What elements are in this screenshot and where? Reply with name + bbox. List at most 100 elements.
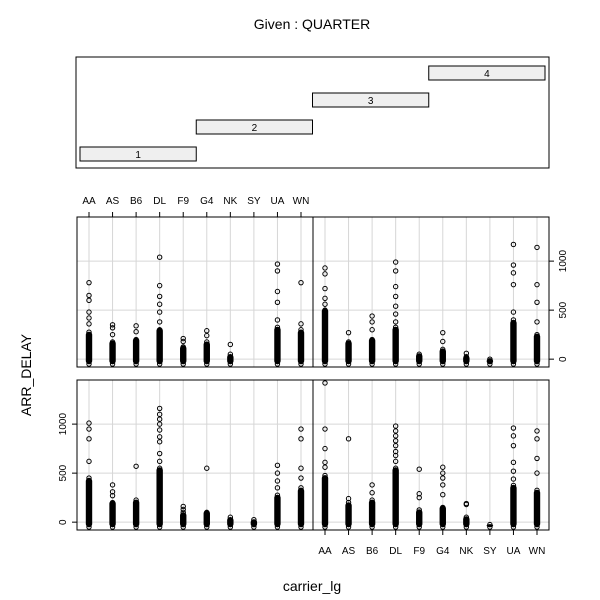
point-outlier-q2-G4: [440, 464, 446, 470]
point-q4-AA: [322, 322, 328, 328]
given-bar-label-4: 4: [484, 69, 490, 80]
point-outlier-q4-AS: [345, 329, 352, 336]
point-q4-WN: [534, 358, 540, 365]
point-q4-UA: [510, 339, 517, 345]
point-outlier-q4-UA: [510, 309, 517, 315]
point-q3-F9: [180, 358, 186, 365]
point-q3-G4: [204, 339, 210, 345]
point-q4-UA: [510, 341, 517, 348]
point-q2-AA: [322, 472, 328, 479]
points-q1-UA: [274, 462, 281, 530]
point-q4-B6: [369, 344, 375, 350]
point-q1-NK: [227, 514, 234, 520]
point-q4-B6: [369, 361, 375, 367]
point-q1-UA: [274, 524, 281, 530]
point-q4-UA: [510, 324, 517, 330]
point-q2-AS: [345, 524, 352, 530]
point-q1-DL: [156, 521, 163, 528]
point-q2-UA: [510, 482, 517, 489]
point-outlier-q3-AS: [109, 322, 116, 328]
point-q3-UA: [274, 334, 281, 340]
point-outlier-q4-G4: [440, 338, 446, 345]
point-q1-WN: [298, 512, 304, 518]
point-q4-UA: [510, 356, 517, 362]
point-q3-AA: [86, 349, 92, 355]
point-q4-G4: [440, 351, 446, 357]
point-q1-DL: [156, 480, 163, 486]
y-tick-label-left-1000: 1000: [58, 413, 69, 436]
point-q1-WN: [298, 497, 304, 503]
point-outlier-q2-WN: [534, 470, 540, 476]
point-q4-DL: [392, 351, 399, 357]
point-q3-B6: [133, 339, 139, 345]
point-q4-NK: [463, 354, 470, 360]
point-q1-DL: [156, 485, 163, 491]
point-q4-UA: [510, 319, 517, 326]
points-q2-G4: [439, 464, 446, 530]
point-q4-AA: [322, 358, 328, 365]
point-q4-AA: [322, 356, 328, 362]
point-q3-G4: [204, 344, 210, 350]
point-q3-UA: [274, 331, 281, 338]
point-q2-G4: [440, 504, 446, 511]
y-tick-label-right-1000: 1000: [558, 250, 569, 273]
point-outlier-q2-DL: [392, 438, 399, 444]
point-q2-UA: [510, 497, 517, 503]
point-outlier-q1-UA: [274, 462, 281, 468]
point-outlier-q2-DL: [392, 433, 399, 439]
point-q2-DL: [392, 524, 399, 530]
point-q1-UA: [274, 492, 281, 498]
point-q1-DL: [156, 490, 163, 496]
point-outlier-q2-AA: [322, 459, 328, 466]
point-q4-F9: [416, 361, 422, 367]
point-q2-DL: [392, 521, 399, 528]
point-q4-WN: [534, 351, 540, 357]
point-q2-B6: [369, 504, 375, 511]
point-outlier-q4-B6: [369, 313, 375, 319]
point-q1-AA: [86, 485, 92, 491]
point-q4-WN: [534, 349, 540, 355]
point-q4-F9: [416, 354, 422, 360]
point-q1-UA: [274, 499, 281, 506]
x-tick-label-top-G4: G4: [200, 196, 214, 207]
point-q1-AA: [86, 504, 92, 511]
grid-layer: [77, 217, 549, 530]
point-q2-UA: [510, 519, 517, 525]
point-q3-WN: [298, 361, 304, 367]
point-q2-DL: [392, 492, 399, 498]
point-q2-DL: [392, 494, 399, 501]
point-q1-UA: [274, 497, 281, 503]
point-q1-AS: [109, 502, 116, 508]
point-q4-WN: [534, 339, 540, 345]
point-q1-AS: [109, 519, 116, 525]
point-outlier-q1-DL: [156, 450, 163, 457]
point-q1-SY: [251, 521, 257, 528]
point-q3-G4: [204, 346, 210, 353]
point-q1-NK: [227, 524, 234, 530]
point-q4-F9: [416, 356, 422, 362]
point-q4-G4: [440, 346, 446, 353]
point-q1-AS: [109, 507, 116, 513]
point-q4-B6: [369, 358, 375, 365]
point-q2-DL: [392, 497, 399, 503]
point-q1-B6: [133, 512, 139, 518]
point-q1-B6: [133, 497, 139, 503]
point-q2-DL: [392, 517, 399, 523]
point-q1-SY: [251, 524, 257, 530]
point-outlier-q3-B6: [133, 329, 139, 335]
point-q4-WN: [534, 334, 540, 340]
point-q4-DL: [392, 331, 399, 338]
points-q2-WN: [533, 428, 541, 530]
point-q3-AA: [86, 361, 92, 367]
point-q4-UA: [510, 354, 517, 360]
point-q1-AS: [109, 514, 116, 520]
point-q1-DL: [156, 524, 163, 530]
point-outlier-q4-UA: [510, 262, 517, 268]
point-q2-WN: [534, 502, 540, 508]
point-q1-DL: [156, 514, 163, 520]
point-q1-WN: [298, 490, 304, 496]
point-q2-AA: [322, 477, 328, 484]
point-q2-DL: [392, 480, 399, 486]
point-q1-WN: [298, 514, 304, 520]
point-outlier-q4-G4: [440, 329, 446, 336]
